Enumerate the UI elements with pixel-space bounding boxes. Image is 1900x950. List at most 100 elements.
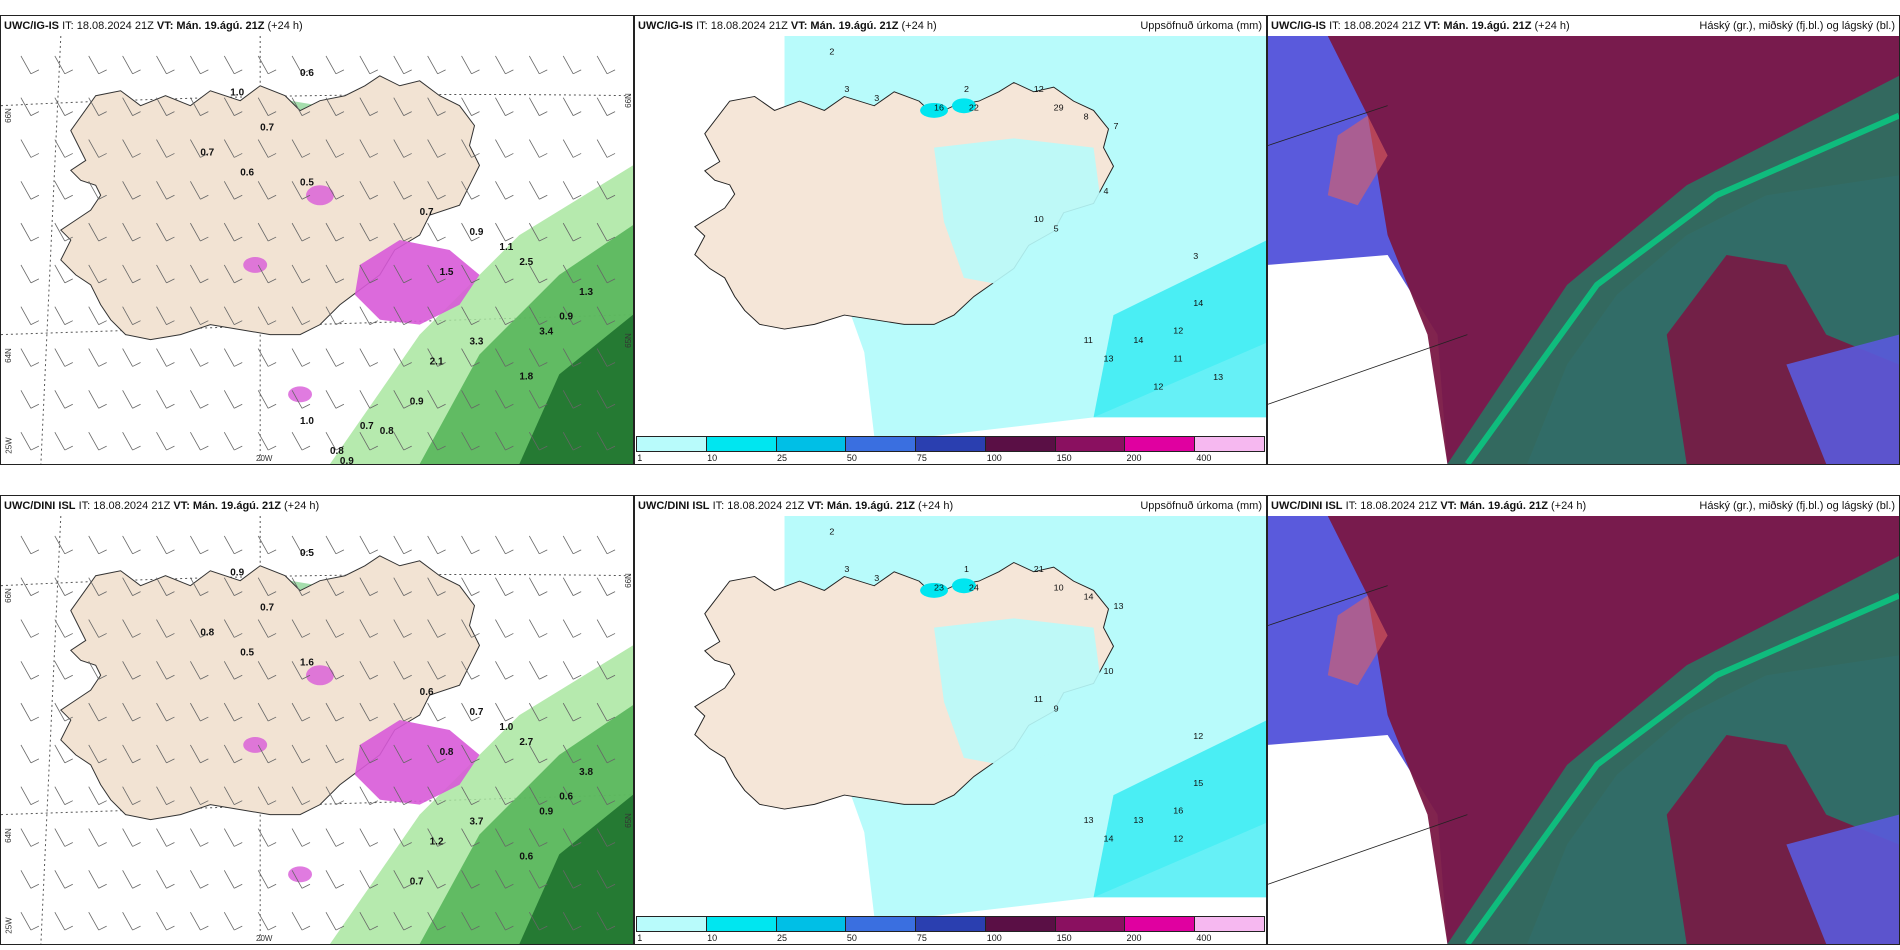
panel-header: UWC/IG-IS IT: 18.08.2024 21Z VT: Mán. 19… — [635, 16, 1266, 36]
map-area: 0.5 0.9 0.7 0.8 0.5 1.6 0.6 0.7 1.0 0.8 2.7 3.8 0.6 0… — [1, 516, 633, 944]
panel-header: UWC/IG-IS IT: 18.08.2024 21Z VT: Mán. 19… — [1268, 16, 1899, 36]
lead-time: (+24 h) — [901, 20, 937, 32]
axis-coordinate-label: 64N — [3, 348, 13, 363]
valid-time-label: VT: — [1440, 500, 1457, 512]
accum-value-label: 3 — [874, 93, 879, 103]
precip-value-label: 0.9 — [539, 807, 553, 818]
legend-swatch — [916, 917, 986, 931]
precip-value-label: 0.8 — [380, 426, 394, 437]
accum-value-label: 12 — [1173, 834, 1183, 844]
legend-swatch — [776, 917, 847, 931]
axis-coordinate-label: 20W — [256, 454, 273, 463]
panel-title: Uppsöfnuð úrkoma (mm) — [1140, 20, 1262, 32]
legend-swatch — [846, 917, 917, 931]
valid-time: Mán. 19.ágú. 21Z — [1459, 500, 1548, 512]
axis-coordinate-label: 66N — [623, 573, 633, 588]
legend-tick-label: 10 — [707, 933, 718, 943]
precip-value-label: 1.8 — [519, 371, 533, 382]
legend-tick-label: 200 — [1126, 933, 1142, 943]
lead-time: (+24 h) — [267, 20, 303, 32]
axis-coordinate-label: 66N — [3, 108, 13, 123]
valid-time-label: VT: — [790, 20, 808, 32]
accum-value-label: 3 — [844, 564, 849, 574]
legend-swatch — [846, 437, 917, 451]
precip-value-label: 3.3 — [470, 337, 484, 348]
legend-tick-label: 100 — [986, 453, 1002, 463]
map-panel-4: UWC/DINI ISL IT: 18.08.2024 21Z VT: Mán.… — [0, 495, 634, 945]
accum-value-label: 10 — [1104, 666, 1114, 676]
legend-swatch — [1055, 437, 1126, 451]
accum-value-label: 9 — [1054, 704, 1059, 714]
axis-coordinate-label: 20W — [256, 934, 273, 943]
axis-coordinate-label: 65N — [623, 813, 633, 828]
accum-value-label: 11 — [1173, 354, 1182, 364]
panel-header: UWC/DINI ISL IT: 18.08.2024 21Z VT: Mán.… — [635, 496, 1266, 516]
precip-value-label: 0.7 — [260, 123, 274, 134]
map-panel-1: UWC/IG-IS IT: 18.08.2024 21Z VT: Mán. 19… — [0, 15, 634, 465]
legend-swatch — [1125, 917, 1196, 931]
accum-value-label: 4 — [1104, 186, 1109, 196]
accum-value-label: 13 — [1133, 815, 1143, 825]
accum-value-label: 16 — [934, 103, 944, 113]
precip-value-label: 0.8 — [200, 627, 214, 638]
legend-tick-label: 150 — [1056, 933, 1072, 943]
accum-value-label: 1 — [964, 564, 969, 574]
accum-value-label: 16 — [1173, 806, 1183, 816]
precip-value-label: 1.0 — [230, 88, 244, 99]
axis-coordinate-label: 25W — [4, 437, 14, 454]
legend-tick-label: 1 — [637, 933, 643, 943]
precip-value-label: 0.7 — [420, 207, 434, 218]
accum-value-label: 13 — [1113, 601, 1123, 611]
accum-value-label: 12 — [1034, 84, 1044, 94]
model-name: UWC/IG-IS — [638, 20, 693, 32]
precip-value-label: 1.3 — [579, 287, 593, 298]
legend-tick-label: 400 — [1196, 453, 1212, 463]
init-time: IT: 18.08.2024 21Z — [78, 500, 171, 512]
precip-value-label: 0.6 — [559, 792, 573, 803]
map-area: 0.6 1.0 0.7 0.7 0.6 0.5 0.7 0.9 1.1 1.5 2.5 1.3 0.9 3… — [1, 36, 633, 464]
valid-time: Mán. 19.ágú. 21Z — [810, 20, 899, 32]
legend-tick-label: 50 — [846, 453, 857, 463]
model-name: UWC/IG-IS — [1271, 20, 1326, 32]
panel-header: UWC/DINI ISL IT: 18.08.2024 21Z VT: Mán.… — [1, 496, 633, 516]
precip-value-label: 0.6 — [420, 687, 434, 698]
precip-value-label: 1.6 — [300, 657, 314, 668]
legend-swatch — [1055, 917, 1126, 931]
precip-value-label: 0.5 — [300, 177, 314, 188]
legend-swatch — [706, 437, 777, 451]
valid-time-label: VT: — [1423, 20, 1441, 32]
precip-value-label: 1.0 — [300, 416, 314, 427]
accum-value-label: 2 — [829, 47, 834, 57]
legend-tick-label: 200 — [1126, 453, 1142, 463]
accum-value-label: 3 — [844, 84, 849, 94]
valid-time: Mán. 19.ágú. 21Z — [1443, 20, 1532, 32]
legend-swatch — [776, 437, 847, 451]
legend-swatch — [637, 917, 707, 931]
precip-value-label: 0.9 — [470, 227, 484, 238]
map-panel-3: UWC/IG-IS IT: 18.08.2024 21Z VT: Mán. 19… — [1267, 15, 1900, 465]
precip-value-label: 1.2 — [430, 836, 444, 847]
init-time: IT: 18.08.2024 21Z — [1329, 20, 1421, 32]
precip-value-label: 0.6 — [300, 68, 314, 79]
precip-value-label: 0.9 — [340, 456, 354, 464]
legend-swatch — [985, 917, 1056, 931]
precip-value-label: 3.4 — [539, 327, 553, 338]
accum-value-label: 15 — [1193, 778, 1203, 788]
valid-time-label: VT: — [156, 20, 174, 32]
axis-coordinate-label: 25W — [4, 917, 14, 934]
valid-time: Mán. 19.ágú. 21Z — [176, 20, 265, 32]
axis-coordinate-label: 64N — [3, 828, 13, 843]
map-area: 2 3 3 2 12 16 22 29 8 7 10 5 4 3 14 12 11 13 14 11 12 13 — [635, 36, 1266, 436]
precip-value-label: 0.7 — [470, 707, 484, 718]
map-panel-6: UWC/DINI ISL IT: 18.08.2024 21Z VT: Mán.… — [1267, 495, 1900, 945]
legend-tick-label: 50 — [846, 933, 857, 943]
valid-time: Mán. 19.ágú. 21Z — [826, 500, 915, 512]
precip-value-label: 2.1 — [430, 356, 444, 367]
accum-value-label: 12 — [1153, 382, 1163, 392]
legend-tick-label: 10 — [707, 453, 718, 463]
init-time: IT: 18.08.2024 21Z — [62, 20, 154, 32]
precip-value-label: 0.5 — [240, 647, 254, 658]
accum-value-label: 2 — [964, 84, 969, 94]
precip-value-label: 0.9 — [410, 396, 424, 407]
accum-value-label: 12 — [1193, 732, 1203, 742]
